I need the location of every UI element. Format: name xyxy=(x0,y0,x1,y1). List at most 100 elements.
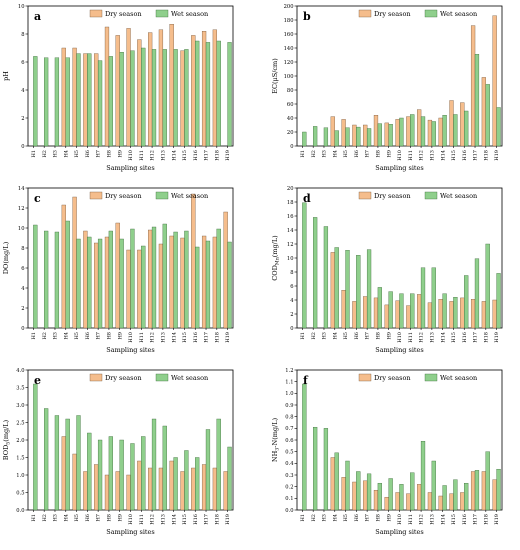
y-tick-label: 8 xyxy=(21,32,24,38)
bar-dry-H11 xyxy=(137,39,142,147)
y-tick-label: 16 xyxy=(287,214,294,220)
legend: Dry season Wet season xyxy=(358,373,477,382)
bar-wet-H10 xyxy=(130,228,135,329)
x-tick-label: H5 xyxy=(74,514,80,522)
bar-dry-H4 xyxy=(330,116,335,147)
bar-wet-H7 xyxy=(366,249,372,329)
bar-wet-H2 xyxy=(313,217,318,329)
x-tick-label: H3 xyxy=(53,332,59,340)
bar-wet-H12 xyxy=(420,440,426,511)
x-tick-label: H5 xyxy=(74,332,80,340)
x-tick-label: H11 xyxy=(408,150,414,161)
bar-wet-H7 xyxy=(366,128,372,147)
legend: Dry season Wet season xyxy=(358,9,477,18)
bar-wet-H15 xyxy=(184,450,189,511)
x-tick-label: H5 xyxy=(343,332,349,340)
x-tick-label: H9 xyxy=(386,514,392,522)
bar-wet-H12 xyxy=(151,49,157,147)
x-tick-label: H14 xyxy=(440,150,446,161)
x-tick-label: H1 xyxy=(31,514,37,522)
x-tick-label: H12 xyxy=(150,332,156,343)
bar-wet-H1 xyxy=(302,131,307,147)
x-tick-label: H16 xyxy=(462,514,468,525)
x-tick-label: H8 xyxy=(107,150,113,158)
y-tick-label: 0.4 xyxy=(285,461,294,467)
x-tick-label: H10 xyxy=(397,150,403,161)
x-tick-label: H12 xyxy=(150,514,156,525)
legend: Dry season Wet season xyxy=(358,191,477,200)
bar-wet-H11 xyxy=(141,245,146,329)
bar-dry-H11 xyxy=(137,249,142,329)
bar-wet-H17 xyxy=(205,42,211,147)
x-tick-label: H11 xyxy=(139,332,145,343)
bar-wet-H9 xyxy=(119,439,124,511)
bar-dry-H10 xyxy=(395,119,400,147)
bar-dry-H7 xyxy=(94,464,99,511)
bar-wet-H12 xyxy=(420,267,426,329)
x-tick-label: H17 xyxy=(204,514,210,525)
bar-wet-H13 xyxy=(431,460,436,511)
y-tick-label: 0.3 xyxy=(285,473,293,479)
bar-dry-H9 xyxy=(384,122,389,147)
bar-wet-H2 xyxy=(44,230,49,329)
panel-letter: f xyxy=(303,374,309,387)
bar-wet-H18 xyxy=(485,243,490,329)
x-tick-label: H2 xyxy=(311,150,317,158)
bar-dry-H6 xyxy=(352,301,357,329)
bar-dry-H6 xyxy=(352,481,357,511)
chart-panel-e: 0.0 0.5 1.0 1.5 2.0 2.5 3.0 3.5 4.0 H1 H2 H3 H4 H5 H6 H… xyxy=(2,368,234,536)
bar-dry-H11 xyxy=(406,305,411,329)
bar-wet-H5 xyxy=(345,250,350,329)
y-tick-label: 18 xyxy=(287,200,294,206)
x-tick-label: H5 xyxy=(74,150,80,158)
bar-dry-H16 xyxy=(460,297,465,329)
x-tick-label: H12 xyxy=(419,150,425,161)
x-tick-label: H16 xyxy=(193,514,199,525)
x-tick-label: H10 xyxy=(397,514,403,525)
y-tick-label: 120 xyxy=(284,60,294,66)
bar-dry-H12 xyxy=(417,294,422,329)
x-tick-label: H18 xyxy=(214,150,220,161)
x-tick-label: H2 xyxy=(311,514,317,522)
bar-wet-H9 xyxy=(119,238,124,329)
y-tick-label: 20 xyxy=(287,130,294,136)
y-tick-label: 0.0 xyxy=(16,508,24,514)
legend-swatch-dry xyxy=(89,191,103,200)
legend-swatch-dry xyxy=(358,191,372,200)
x-tick-label: H4 xyxy=(332,150,338,158)
bar-dry-H12 xyxy=(148,229,153,329)
y-axis-title: pH xyxy=(2,71,10,81)
bar-wet-H3 xyxy=(323,428,329,511)
bar-dry-H16 xyxy=(191,193,196,329)
bar-wet-H11 xyxy=(410,293,415,329)
x-tick-label: H17 xyxy=(473,150,479,161)
y-tick-label: 3.0 xyxy=(16,403,24,409)
bar-dry-H14 xyxy=(438,299,443,329)
bar-wet-H17 xyxy=(474,54,480,147)
x-tick-label: H14 xyxy=(171,150,177,161)
x-axis-title: Sampling sites xyxy=(106,164,154,172)
bar-dry-H15 xyxy=(449,301,454,329)
bar-wet-H16 xyxy=(195,457,200,511)
legend-label-wet: Wet season xyxy=(171,374,208,382)
bar-wet-H6 xyxy=(87,236,92,329)
x-tick-label: H8 xyxy=(107,514,113,522)
x-tick-label: H19 xyxy=(494,514,500,525)
bar-dry-H8 xyxy=(373,115,379,147)
y-tick-label: 0 xyxy=(290,144,293,150)
bar-wet-H15 xyxy=(453,297,458,329)
bar-wet-H15 xyxy=(453,479,458,511)
bar-dry-H19 xyxy=(492,299,497,329)
bar-wet-H15 xyxy=(184,230,189,329)
bar-dry-H9 xyxy=(115,35,120,147)
y-tick-label: 0.7 xyxy=(285,426,293,432)
x-tick-label: H13 xyxy=(429,332,435,343)
chart-panel-c: 0 2 4 6 8 10 12 14 H1 H2 H3 H4 H5 H6 H7 H8 H9 H10 H11 H12 H1… xyxy=(2,186,234,354)
bar-dry-H15 xyxy=(449,493,454,511)
bar-wet-H8 xyxy=(108,56,113,147)
x-axis-title: Sampling sites xyxy=(375,528,423,536)
y-tick-label: 60 xyxy=(287,102,294,108)
bar-wet-H14 xyxy=(442,293,447,329)
x-tick-label: H18 xyxy=(483,514,489,525)
bar-dry-H17 xyxy=(201,235,207,329)
